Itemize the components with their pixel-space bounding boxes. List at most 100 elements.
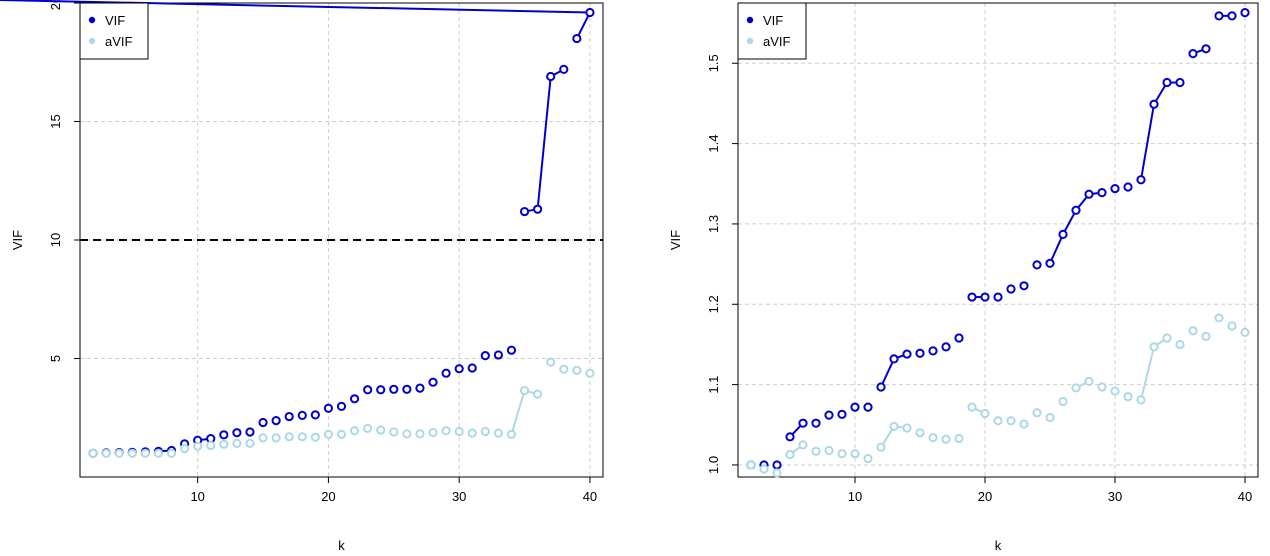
legend-box — [737, 2, 807, 60]
avif-point-2 — [772, 468, 782, 478]
avif-point-24 — [402, 429, 412, 439]
right-chart-panel: 10 20 30 40 1.0 1.1 1.2 1.3 1.4 1.5 k VIF VIF aVIF — [668, 2, 1259, 553]
avif-point-10 — [876, 442, 886, 452]
vif-point-8 — [850, 402, 860, 412]
avif-point-3 — [127, 448, 137, 458]
avif-point-25 — [1071, 383, 1081, 393]
avif-point-5 — [811, 446, 821, 456]
avif-point-8 — [850, 449, 860, 459]
vif-point-19 — [993, 292, 1003, 302]
vif-point-17 — [310, 410, 320, 420]
avif-point-21 — [1019, 419, 1029, 429]
avif-point-14 — [928, 433, 938, 443]
vif-point-26 — [1084, 189, 1094, 199]
avif-point-22 — [376, 425, 386, 435]
avif-point-37 — [1227, 321, 1237, 331]
legend-marker-avif — [88, 37, 96, 45]
vif-point-31 — [1149, 99, 1159, 109]
legend-marker-vif — [746, 16, 754, 24]
avif-point-12 — [245, 438, 255, 448]
vif-point-14 — [271, 415, 281, 426]
avif-point-18 — [323, 429, 334, 439]
vif-point-31 — [493, 350, 503, 360]
vif-segment-5 — [575, 12, 591, 39]
avif-point-36 — [1214, 313, 1224, 323]
avif-point-17 — [310, 432, 320, 442]
avif-point-19 — [993, 416, 1003, 426]
avif-point-11 — [889, 421, 899, 431]
x-tick-label-2: 30 — [452, 489, 466, 504]
vif-point-25 — [415, 383, 425, 393]
vif-point-35 — [546, 71, 556, 82]
y-tick-label-3: 20 — [48, 0, 63, 10]
avif-point-29 — [467, 428, 477, 438]
vif-point-37 — [572, 33, 582, 44]
legend-label-vif: VIF — [763, 13, 783, 28]
vif-point-21 — [363, 385, 373, 395]
vif-point-3 — [785, 432, 795, 442]
vif-segment-1 — [880, 358, 895, 388]
avif-point-37 — [572, 365, 582, 375]
avif-point-10 — [219, 439, 229, 449]
vif-point-19 — [336, 401, 347, 411]
vif-point-33 — [519, 206, 530, 217]
vif-point-20 — [1006, 284, 1016, 294]
legend-marker-vif — [88, 16, 96, 24]
avif-point-38 — [1240, 327, 1250, 337]
vif-point-26 — [428, 377, 438, 387]
vif-point-24 — [1058, 229, 1068, 239]
avif-point-25 — [415, 429, 425, 439]
avif-point-29 — [1123, 392, 1133, 402]
avif-point-35 — [546, 357, 556, 367]
vif-point-30 — [480, 351, 490, 361]
vif-point-11 — [889, 354, 899, 364]
avif-point-20 — [349, 426, 360, 436]
avif-point-1 — [759, 464, 769, 474]
plot-frame — [737, 2, 1259, 478]
vif-point-18 — [980, 292, 990, 302]
avif-point-34 — [1188, 326, 1198, 336]
avif-point-27 — [1097, 382, 1107, 392]
legend-marker-avif — [746, 37, 754, 45]
y-tick-label-4: 1.4 — [706, 135, 721, 153]
vif-point-14 — [928, 346, 938, 356]
y-tick-label-1: 1.1 — [706, 376, 721, 394]
avif-point-21 — [363, 423, 373, 434]
avif-point-14 — [271, 433, 281, 443]
avif-point-9 — [863, 453, 873, 464]
legend-label-avif: aVIF — [105, 34, 133, 49]
x-tick-label-0: 10 — [848, 489, 862, 504]
avif-point-19 — [336, 429, 347, 439]
avif-point-11 — [232, 438, 242, 448]
vif-segment-4 — [1049, 233, 1064, 264]
vif-point-34 — [1188, 49, 1198, 59]
avif-point-16 — [954, 433, 964, 444]
vif-point-32 — [1162, 77, 1172, 88]
vif-segment-3 — [536, 76, 552, 210]
avif-point-0 — [88, 448, 98, 458]
avif-point-8 — [193, 441, 203, 451]
legend-box — [79, 2, 149, 60]
x-tick-label-3: 40 — [1238, 489, 1252, 504]
avif-point-2 — [114, 448, 124, 458]
avif-point-22 — [1032, 408, 1042, 418]
vif-point-36 — [559, 64, 569, 74]
vif-point-30 — [1136, 175, 1146, 185]
x-tick-label-3: 40 — [583, 489, 597, 504]
vif-point-29 — [467, 363, 477, 373]
vif-point-34 — [533, 204, 543, 214]
vif-point-15 — [941, 342, 951, 352]
vif-point-20 — [349, 394, 360, 404]
vif-point-21 — [1019, 281, 1029, 291]
avif-point-15 — [941, 434, 951, 444]
avif-point-34 — [533, 389, 543, 399]
vif-point-2 — [772, 460, 782, 470]
avif-point-32 — [1162, 333, 1172, 343]
vif-point-16 — [297, 410, 307, 420]
avif-point-32 — [506, 429, 517, 439]
x-tick-label-2: 30 — [1108, 489, 1122, 504]
vif-segment-8 — [1140, 104, 1155, 180]
vif-point-27 — [441, 368, 451, 378]
vif-point-24 — [402, 384, 412, 394]
